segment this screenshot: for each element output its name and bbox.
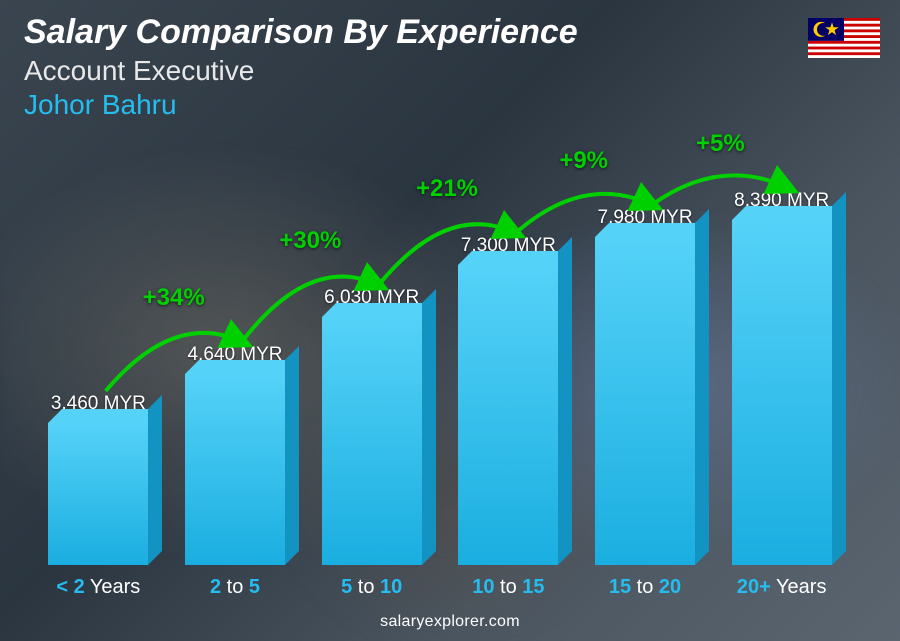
delta-label: +5%	[696, 130, 745, 158]
bar-cell: 6,030 MYR	[303, 160, 440, 565]
x-axis-label: 5 to 10	[303, 576, 440, 599]
job-title: Account Executive	[24, 55, 876, 87]
location: Johor Bahru	[24, 89, 876, 121]
bar-cell: 7,300 MYR	[440, 160, 577, 565]
bar	[48, 423, 148, 565]
x-axis-label: 10 to 15	[440, 576, 577, 599]
x-axis-label: < 2 Years	[30, 576, 167, 599]
bar-cell: 8,390 MYR	[713, 160, 850, 565]
salary-chart: 3,460 MYR4,640 MYR6,030 MYR7,300 MYR7,98…	[30, 160, 850, 599]
bar	[595, 237, 695, 565]
footer-attribution: salaryexplorer.com	[0, 613, 900, 631]
bar-cell: 7,980 MYR	[577, 160, 714, 565]
x-axis-label: 2 to 5	[167, 576, 304, 599]
flag-malaysia-icon	[808, 18, 880, 58]
bars-container: 3,460 MYR4,640 MYR6,030 MYR7,300 MYR7,98…	[30, 160, 850, 565]
bar-cell: 3,460 MYR	[30, 160, 167, 565]
x-axis-label: 15 to 20	[577, 576, 714, 599]
bar-cell: 4,640 MYR	[167, 160, 304, 565]
page-title: Salary Comparison By Experience	[24, 14, 876, 51]
bar	[322, 317, 422, 565]
bar	[732, 220, 832, 565]
x-axis-labels: < 2 Years2 to 55 to 1010 to 1515 to 2020…	[30, 576, 850, 599]
x-axis-label: 20+ Years	[713, 576, 850, 599]
bar	[185, 374, 285, 565]
bar	[458, 265, 558, 565]
header: Salary Comparison By Experience Account …	[24, 14, 876, 121]
